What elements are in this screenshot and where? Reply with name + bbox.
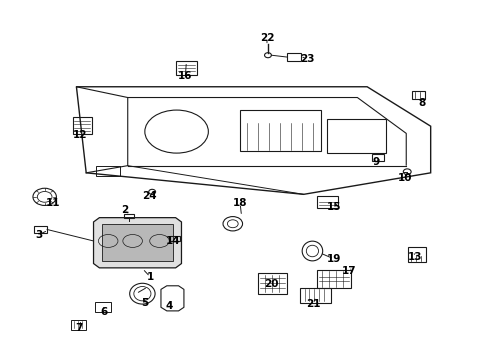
Bar	[287, 53, 301, 61]
Bar	[171, 235, 180, 241]
Bar	[372, 154, 385, 161]
Bar	[124, 213, 134, 218]
Text: 23: 23	[300, 54, 314, 64]
Text: 7: 7	[75, 323, 82, 333]
Text: 22: 22	[260, 33, 274, 42]
Text: 19: 19	[327, 254, 341, 264]
Text: 8: 8	[418, 98, 425, 108]
Text: 1: 1	[147, 272, 154, 282]
Bar	[175, 61, 196, 75]
Bar	[240, 110, 321, 151]
Bar	[408, 247, 426, 262]
Bar	[73, 117, 92, 134]
Text: 13: 13	[408, 252, 422, 262]
Bar	[34, 226, 47, 233]
Bar	[95, 302, 111, 312]
Bar	[327, 119, 386, 153]
Text: 24: 24	[143, 191, 157, 201]
Text: 4: 4	[166, 301, 173, 311]
Text: 5: 5	[141, 298, 148, 308]
Bar	[71, 320, 86, 329]
Text: 3: 3	[36, 230, 43, 239]
Text: 15: 15	[327, 202, 341, 212]
Text: 21: 21	[306, 299, 320, 309]
Bar	[300, 288, 331, 303]
Text: 11: 11	[46, 198, 61, 208]
Text: 14: 14	[165, 236, 180, 246]
Text: 6: 6	[100, 307, 108, 316]
Text: 9: 9	[372, 157, 380, 167]
Text: 16: 16	[178, 71, 193, 81]
Text: 2: 2	[121, 206, 128, 216]
Bar	[318, 197, 338, 208]
Text: 10: 10	[398, 173, 413, 183]
Text: 12: 12	[73, 130, 88, 140]
Bar	[102, 224, 172, 261]
Bar	[412, 91, 425, 99]
Text: 20: 20	[264, 279, 278, 289]
Text: 17: 17	[342, 266, 356, 276]
Text: 18: 18	[233, 198, 247, 208]
Bar	[258, 273, 287, 294]
Polygon shape	[94, 218, 181, 268]
Bar	[318, 270, 350, 288]
